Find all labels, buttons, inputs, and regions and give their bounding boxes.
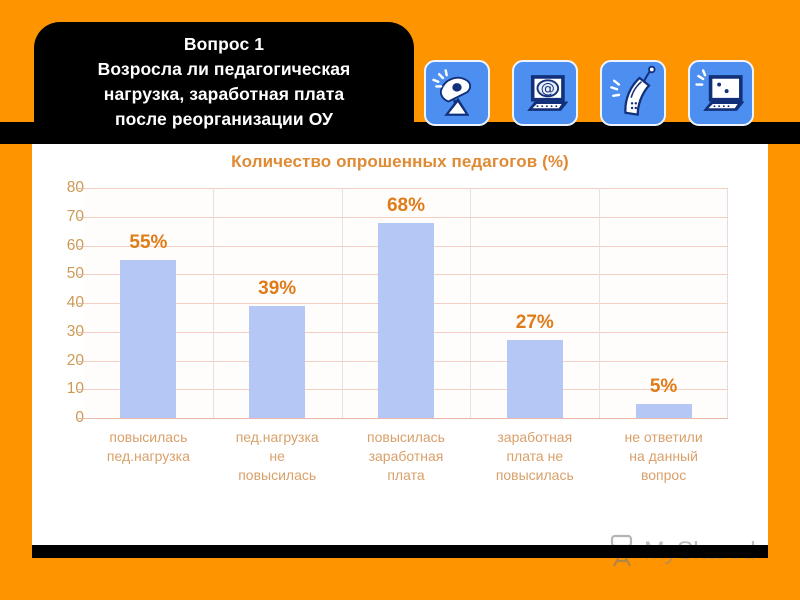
y-tick-label: 70 xyxy=(66,207,84,225)
category-separator xyxy=(599,188,601,418)
y-tick-mark xyxy=(78,389,85,391)
bar-group: 68% xyxy=(342,188,471,418)
bar[interactable] xyxy=(120,259,177,418)
bar[interactable] xyxy=(506,340,563,418)
svg-text:@: @ xyxy=(541,81,555,97)
bar-value-label: 27% xyxy=(515,312,554,334)
bar[interactable] xyxy=(635,403,692,418)
gridline-0 xyxy=(84,418,728,419)
bar[interactable] xyxy=(377,222,434,418)
bar-group: 5% xyxy=(599,188,728,418)
computer-monitor-icon xyxy=(688,60,754,126)
bar-value-label: 5% xyxy=(649,375,678,397)
x-axis-label: пед.нагрузка не повысилась xyxy=(235,429,319,483)
y-tick-label: 30 xyxy=(66,322,84,340)
category-separator xyxy=(341,188,343,418)
y-tick-label: 10 xyxy=(66,380,84,398)
y-tick-label: 80 xyxy=(66,179,84,196)
x-axis-label: повысилась пед.нагрузка xyxy=(106,429,190,464)
bar-value-label: 39% xyxy=(258,277,297,299)
bar-group: 39% xyxy=(213,188,342,418)
chart-title: Количество опрошенных педагогов (%) xyxy=(231,152,569,171)
bar[interactable] xyxy=(249,305,306,418)
x-axis-label: повысилась заработная плата xyxy=(367,429,445,483)
x-axis-label: заработная плата не повысилась xyxy=(495,429,574,483)
y-tick-mark xyxy=(78,360,85,362)
y-tick-label: 60 xyxy=(66,236,84,254)
bar-group: 55% xyxy=(84,188,213,418)
chart-bars: 55% 39% 68% 27% 5% xyxy=(84,188,728,418)
y-tick-label: 0 xyxy=(38,410,84,426)
y-tick-mark xyxy=(78,274,85,276)
computer-email-icon: @ xyxy=(512,60,578,126)
y-axis: 80 70 60 50 40 30 20 10 0 xyxy=(36,180,85,425)
x-axis-label: не ответили на данный вопрос xyxy=(624,429,703,483)
satellite-dish-icon xyxy=(424,60,490,126)
header-icon-strip: @ xyxy=(424,60,754,134)
y-tick-mark xyxy=(78,216,85,218)
bar-value-label: 68% xyxy=(386,194,425,216)
y-tick-mark xyxy=(78,331,85,333)
footer-black-bar xyxy=(32,545,768,558)
y-tick-mark xyxy=(78,418,85,419)
category-separator xyxy=(212,188,214,418)
y-tick-label: 50 xyxy=(66,265,84,283)
y-tick-label: 20 xyxy=(66,351,84,369)
y-tick-mark xyxy=(78,188,85,189)
gridline-80 xyxy=(84,188,728,189)
y-tick-mark xyxy=(78,303,85,304)
y-tick-mark xyxy=(78,245,85,247)
x-axis-labels: повысилась пед.нагрузка пед.нагрузка не п… xyxy=(84,428,728,508)
question-title-text: Вопрос 1 Возросла ли педагогическая нагр… xyxy=(97,34,351,129)
bar-value-label: 55% xyxy=(129,231,168,253)
mobile-phone-icon xyxy=(600,60,666,126)
question-title-panel: Вопрос 1 Возросла ли педагогическая нагр… xyxy=(34,22,414,134)
gridline-70 xyxy=(84,216,728,218)
y-tick-label: 40 xyxy=(66,294,84,311)
bar-group: 27% xyxy=(470,188,599,418)
category-separator xyxy=(470,188,472,418)
